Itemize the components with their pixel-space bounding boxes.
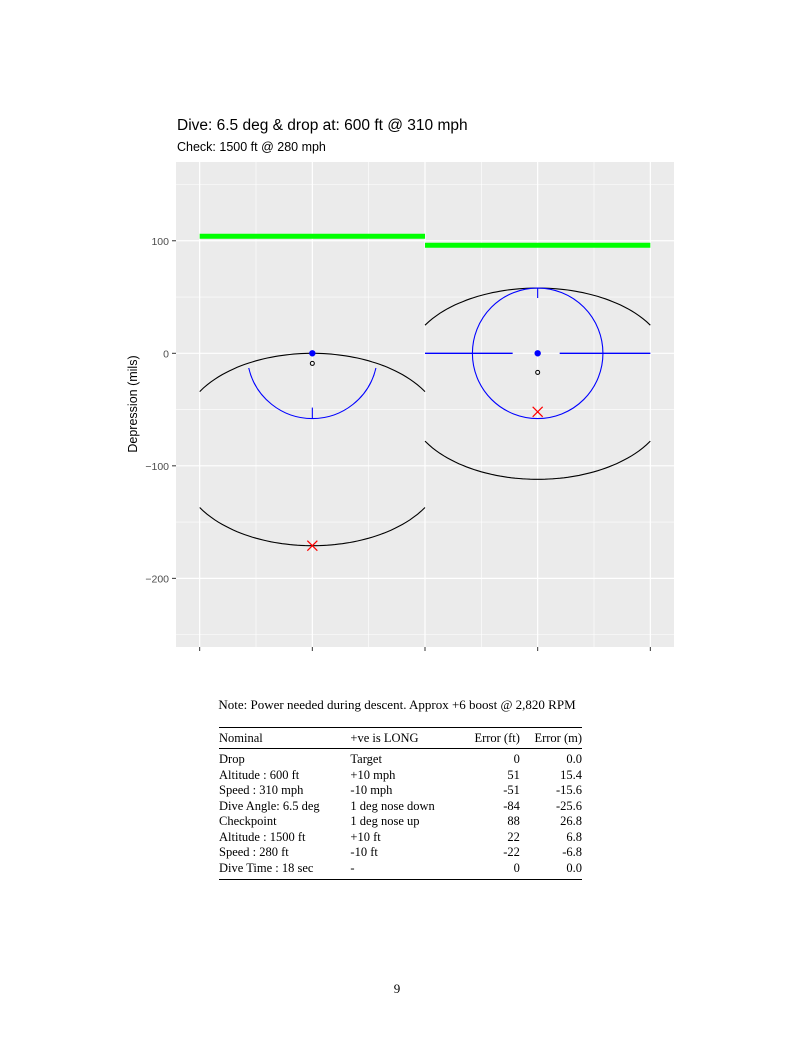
cell-nominal: Drop <box>219 752 245 766</box>
cell-error-ft: 51 <box>507 767 520 782</box>
chart-subtitle: Check: 1500 ft @ 280 mph <box>177 140 326 154</box>
cell-ve-long: - <box>350 860 355 875</box>
y-tick-label: 100 <box>151 236 169 248</box>
table-row: Speed : 310 mph -10 mph -51 -15.6 <box>219 783 582 799</box>
table-row: Dive Angle: 6.5 deg 1 deg nose down -84 -25… <box>219 799 582 815</box>
cell-error-ft: -22 <box>503 845 520 859</box>
cell-error-m: 26.8 <box>560 814 582 828</box>
table-row: Dive Time : 18 sec - 0 0.0 <box>219 861 582 880</box>
sight-picture-chart: 100 0 −100 −200 Depression (mils) <box>126 162 674 651</box>
cell-error-ft: 0 <box>513 860 520 875</box>
cell-ve-long: +10 ft <box>350 829 381 844</box>
table-row: Drop Target 0 0.0 <box>219 749 582 768</box>
cell-error-ft: -84 <box>503 798 520 813</box>
header-error-m: Error (m) <box>519 727 582 749</box>
cell-error-ft: 88 <box>507 814 520 828</box>
cell-error-m: 0.0 <box>566 860 582 875</box>
cell-nominal: Altitude : 600 ft <box>219 767 300 782</box>
y-tick-label: −100 <box>145 461 169 473</box>
cell-error-ft: 22 <box>507 829 520 844</box>
error-table: Nominal +ve is LONG Error (ft) Error (m)… <box>219 727 582 880</box>
cell-nominal: Checkpoint <box>219 814 277 828</box>
black-range-arc <box>424 440 651 480</box>
cell-ve-long: -10 mph <box>350 783 393 797</box>
cell-nominal: Dive Angle: 6.5 deg <box>219 798 320 813</box>
page-number: 9 <box>393 981 401 996</box>
aim-point <box>534 350 541 357</box>
cell-error-m: 0.0 <box>566 752 582 766</box>
cell-ve-long: -10 ft <box>350 845 378 859</box>
cell-error-m: -15.6 <box>555 783 582 797</box>
header-error-ft: Error (ft) <box>460 727 520 749</box>
impact-cross <box>306 540 318 552</box>
cell-error-m: 6.8 <box>566 829 582 844</box>
cell-error-ft: 0 <box>513 752 520 766</box>
cell-nominal: Altitude : 1500 ft <box>219 829 306 844</box>
table-row: Altitude : 1500 ft +10 ft 22 6.8 <box>219 830 582 846</box>
header-nominal: Nominal <box>219 727 351 749</box>
y-tick-label: −200 <box>145 573 169 585</box>
cell-nominal: Speed : 310 mph <box>219 783 304 797</box>
power-note: Note: Power needed during descent. Appro… <box>218 697 576 712</box>
cell-error-ft: -51 <box>503 783 520 797</box>
cell-error-m: -6.8 <box>562 845 582 859</box>
open-point <box>309 360 315 366</box>
cell-error-m: -25.6 <box>555 798 582 813</box>
cell-ve-long: 1 deg nose up <box>350 814 420 828</box>
aim-point <box>309 350 316 357</box>
table-row: Checkpoint 1 deg nose up 88 26.8 <box>219 814 582 830</box>
cell-nominal: Dive Time : 18 sec <box>219 860 314 875</box>
chart-title: Dive: 6.5 deg & drop at: 600 ft @ 310 mp… <box>177 117 468 134</box>
cell-ve-long: 1 deg nose down <box>350 798 435 813</box>
y-tick-label: 0 <box>163 348 169 360</box>
header-ve-long: +ve is LONG <box>350 727 461 749</box>
y-axis-label: Depression (mils) <box>126 355 140 452</box>
table-row: Altitude : 600 ft +10 mph 51 15.4 <box>219 768 582 784</box>
open-point <box>535 369 541 375</box>
table-row: Speed : 280 ft -10 ft -22 -6.8 <box>219 845 582 861</box>
cell-ve-long: +10 mph <box>350 767 396 782</box>
cell-nominal: Speed : 280 ft <box>219 845 289 859</box>
cell-ve-long: Target <box>350 752 382 766</box>
table-header-row: Nominal +ve is LONG Error (ft) Error (m) <box>219 727 582 749</box>
cell-error-m: 15.4 <box>560 767 582 782</box>
impact-cross <box>532 406 544 418</box>
